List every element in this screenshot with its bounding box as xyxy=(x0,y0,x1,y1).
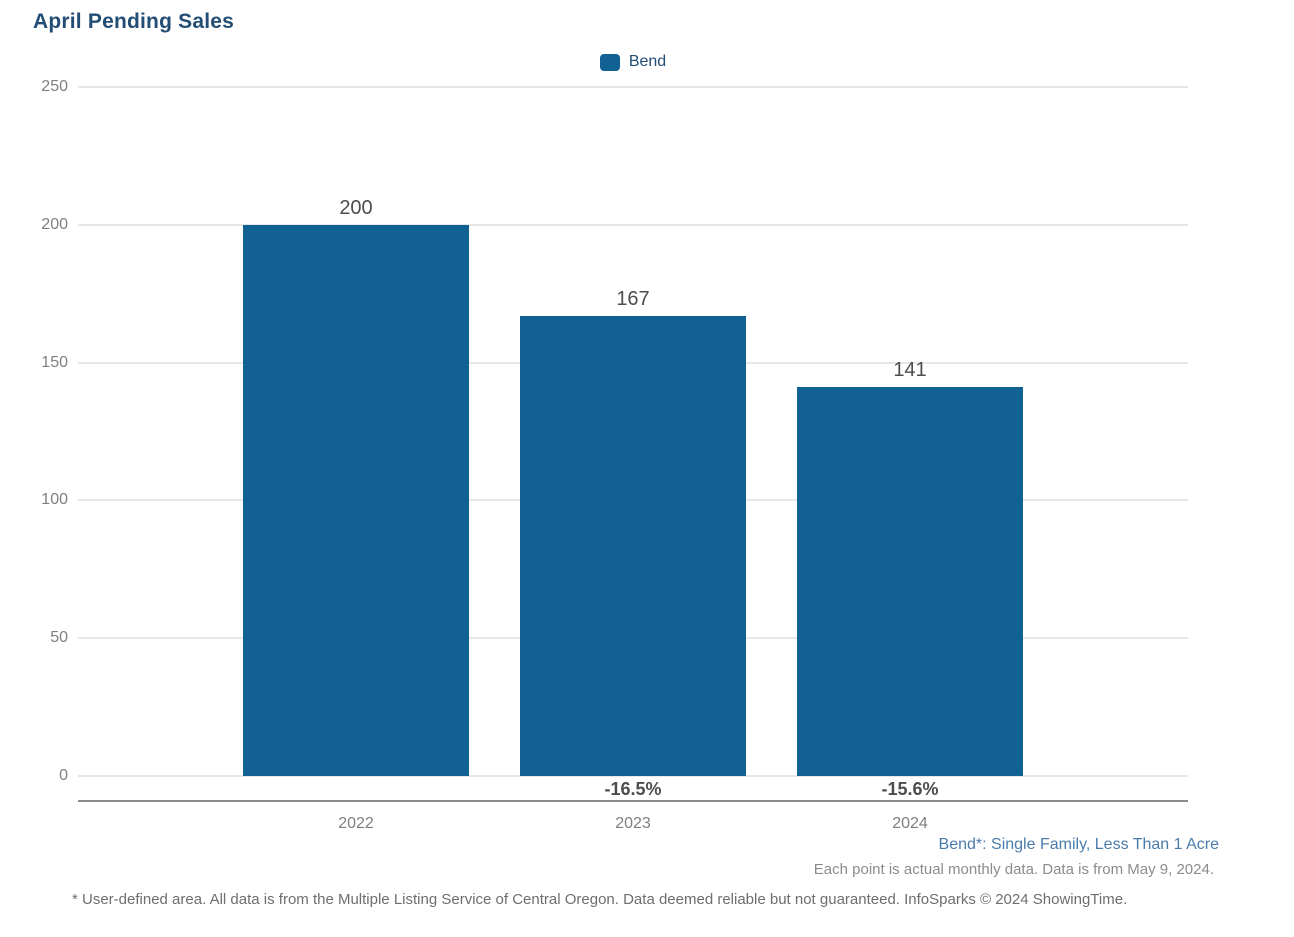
legend-swatch-icon xyxy=(599,53,620,71)
pct-change-label: -15.6% xyxy=(881,779,939,799)
legend-label: Bend xyxy=(628,53,667,70)
pct-change-label: -16.5% xyxy=(604,779,662,799)
gridline xyxy=(78,86,1188,88)
bar-2024[interactable] xyxy=(797,387,1023,776)
bar-value-label: 141 xyxy=(893,359,927,382)
chart-title: April Pending Sales xyxy=(33,10,235,33)
bar-value-label: 167 xyxy=(616,287,650,310)
x-axis-label: 2023 xyxy=(615,815,651,832)
disclaimer-note: * User-defined area. All data is from th… xyxy=(72,891,1128,908)
y-axis-tick-label: 0 xyxy=(59,767,68,784)
y-axis-tick-label: 250 xyxy=(41,78,68,95)
x-axis-line xyxy=(78,800,1188,802)
y-axis-tick-label: 50 xyxy=(50,629,68,647)
y-axis-tick-label: 100 xyxy=(41,491,68,509)
bar-2023[interactable] xyxy=(520,315,746,776)
bar-2022[interactable] xyxy=(243,224,469,776)
bar-value-label: 200 xyxy=(339,196,373,219)
series-definition-note: Bend*: Single Family, Less Than 1 Acre xyxy=(938,836,1219,853)
y-axis-tick-label: 150 xyxy=(41,353,68,371)
data-date-note: Each point is actual monthly data. Data … xyxy=(813,861,1214,878)
legend[interactable]: Bend xyxy=(78,53,1188,71)
x-axis-label: 2022 xyxy=(338,815,374,832)
gridline xyxy=(78,775,1188,777)
x-axis-label: 2024 xyxy=(892,815,928,832)
gridline xyxy=(78,223,1188,226)
y-axis-tick-label: 200 xyxy=(41,215,68,233)
